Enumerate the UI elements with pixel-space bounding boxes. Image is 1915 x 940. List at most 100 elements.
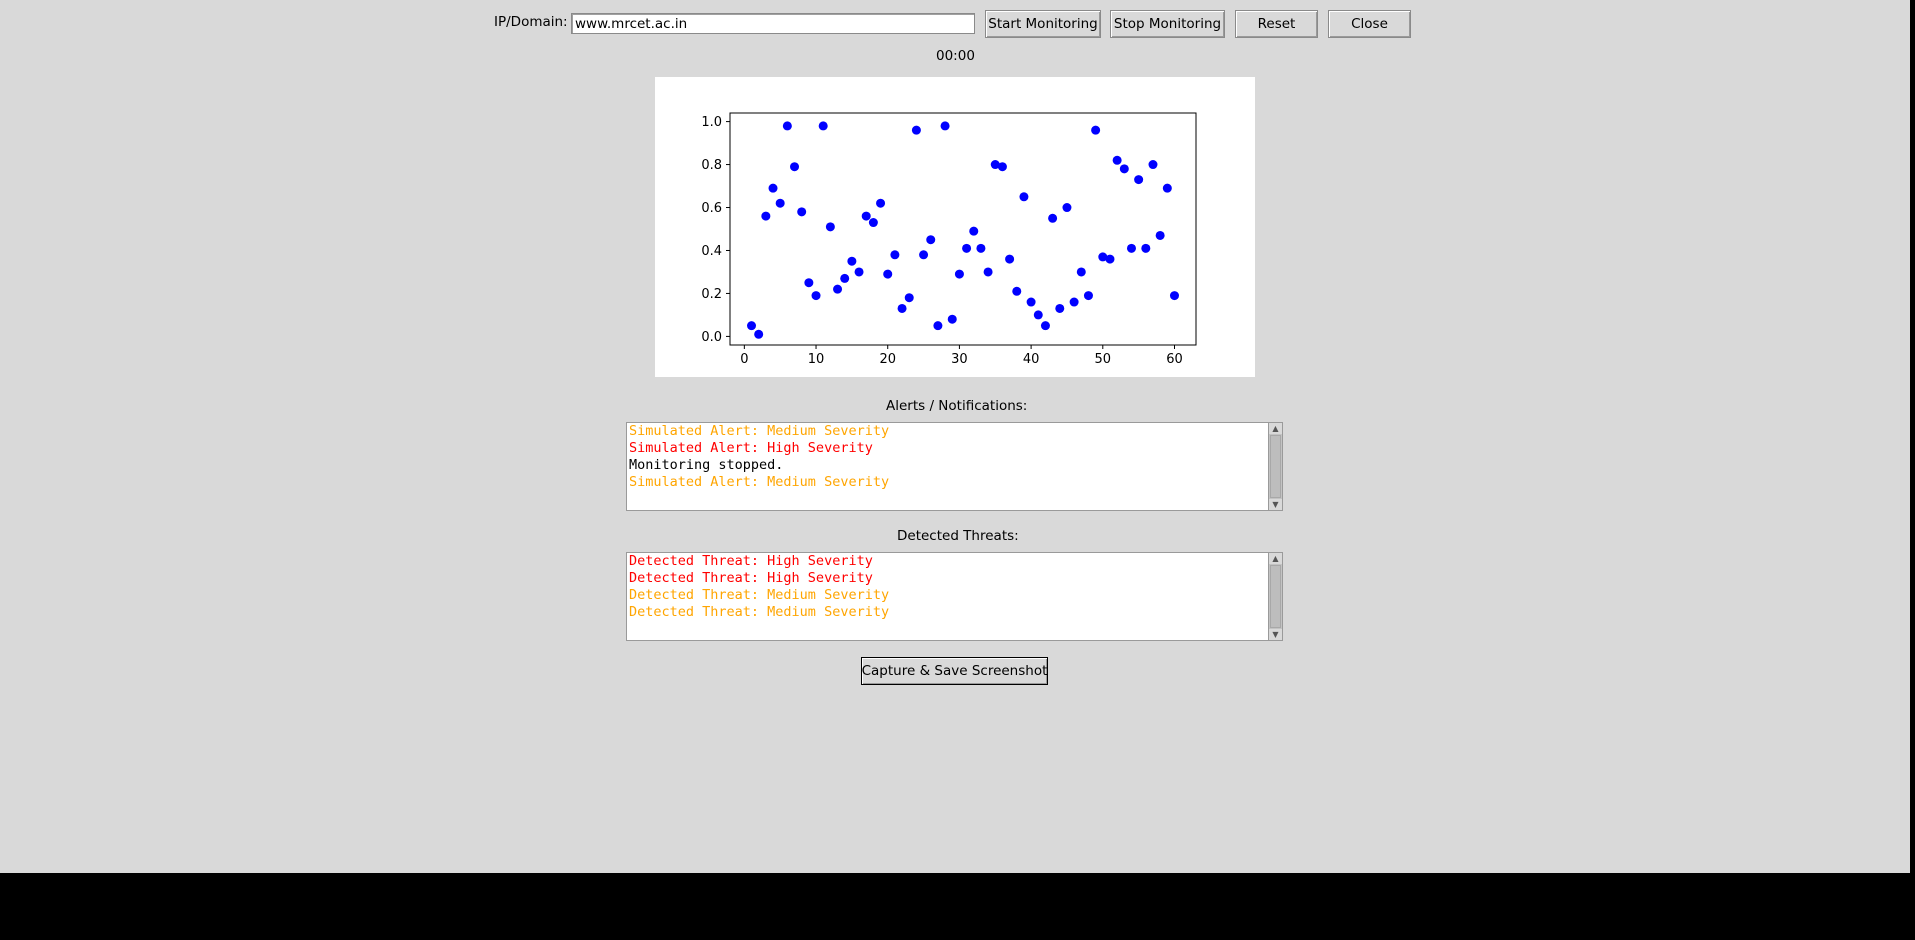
scatter-point bbox=[1155, 230, 1165, 240]
y-tick-label: 0.6 bbox=[701, 201, 722, 216]
scatter-point bbox=[1141, 243, 1151, 253]
log-line: Simulated Alert: High Severity bbox=[629, 440, 873, 456]
scatter-point bbox=[804, 278, 814, 288]
scatter-point bbox=[962, 243, 972, 253]
scatter-point bbox=[1026, 297, 1036, 307]
scatter-point bbox=[1048, 213, 1058, 223]
scatter-point bbox=[883, 269, 893, 279]
scatter-point bbox=[947, 314, 957, 324]
scatter-point bbox=[969, 226, 979, 236]
scatter-point bbox=[1169, 291, 1179, 301]
scatter-point bbox=[876, 198, 886, 208]
y-tick-label: 0.0 bbox=[701, 330, 722, 345]
scroll-up-arrow-icon[interactable]: ▲ bbox=[1269, 553, 1282, 564]
alerts-scrollbar[interactable]: ▲ ▼ bbox=[1268, 423, 1282, 510]
scatter-point bbox=[818, 121, 828, 131]
scatter-point bbox=[811, 291, 821, 301]
y-tick-label: 0.8 bbox=[701, 158, 722, 173]
log-line: Monitoring stopped. bbox=[629, 457, 784, 473]
scatter-points bbox=[747, 121, 1179, 339]
scatter-point bbox=[825, 222, 835, 232]
scatter-point bbox=[1055, 303, 1065, 313]
scatter-point bbox=[1076, 267, 1086, 277]
x-tick-label: 30 bbox=[951, 352, 968, 367]
scatter-point bbox=[1083, 291, 1093, 301]
scatter-point bbox=[1119, 164, 1129, 174]
threats-text: Detected Threat: High Severity Detected T… bbox=[629, 553, 1266, 621]
scatter-point bbox=[1040, 321, 1050, 331]
scatter-point bbox=[983, 267, 993, 277]
threats-scrollbar[interactable]: ▲ ▼ bbox=[1268, 553, 1282, 640]
log-line: Simulated Alert: Medium Severity bbox=[629, 474, 890, 490]
log-line: Detected Threat: High Severity bbox=[629, 570, 873, 586]
scatter-point bbox=[976, 243, 986, 253]
scatter-point bbox=[761, 211, 771, 221]
close-button[interactable]: Close bbox=[1328, 10, 1411, 38]
scatter-point bbox=[1148, 160, 1158, 170]
start-monitoring-button[interactable]: Start Monitoring bbox=[985, 10, 1101, 38]
y-tick-label: 0.4 bbox=[701, 244, 722, 259]
scatter-point bbox=[1105, 254, 1115, 264]
plot-frame bbox=[729, 112, 1197, 346]
scatter-point bbox=[990, 160, 1000, 170]
scroll-up-arrow-icon[interactable]: ▲ bbox=[1269, 423, 1282, 434]
scatter-point bbox=[768, 183, 778, 193]
x-axis: 0 10 20 30 40 50 60 bbox=[740, 345, 1183, 367]
scatter-point bbox=[926, 235, 936, 245]
scroll-down-arrow-icon[interactable]: ▼ bbox=[1269, 629, 1282, 640]
scatter-point bbox=[782, 121, 792, 131]
log-line: Detected Threat: Medium Severity bbox=[629, 604, 890, 620]
scatter-point bbox=[833, 284, 843, 294]
scatter-point bbox=[911, 125, 921, 135]
scatter-point bbox=[1134, 175, 1144, 185]
scatter-point bbox=[904, 293, 914, 303]
timer-display: 00:00 bbox=[936, 48, 975, 64]
scatter-point bbox=[919, 250, 929, 260]
capture-screenshot-button[interactable]: Capture & Save Screenshot bbox=[861, 657, 1048, 685]
ip-domain-label: IP/Domain: bbox=[494, 14, 568, 30]
scatter-point bbox=[1005, 254, 1015, 264]
log-line: Detected Threat: Medium Severity bbox=[629, 587, 890, 603]
scatter-point bbox=[997, 162, 1007, 172]
y-axis: 0.0 0.2 0.4 0.6 0.8 1.0 bbox=[701, 115, 730, 345]
scatter-point bbox=[854, 267, 864, 277]
x-tick-label: 40 bbox=[1023, 352, 1040, 367]
scatter-point bbox=[861, 211, 871, 221]
log-line: Detected Threat: High Severity bbox=[629, 553, 873, 569]
alerts-textbox[interactable]: Simulated Alert: Medium Severity Simulate… bbox=[626, 422, 1283, 511]
scatter-point bbox=[797, 207, 807, 217]
scatter-point bbox=[868, 218, 878, 228]
scroll-down-arrow-icon[interactable]: ▼ bbox=[1269, 499, 1282, 510]
stop-monitoring-button[interactable]: Stop Monitoring bbox=[1110, 10, 1225, 38]
y-tick-label: 0.2 bbox=[701, 287, 722, 302]
log-line: Simulated Alert: Medium Severity bbox=[629, 423, 890, 439]
scatter-point bbox=[933, 321, 943, 331]
scatter-point bbox=[1069, 297, 1079, 307]
scatter-point bbox=[1012, 286, 1022, 296]
x-tick-label: 60 bbox=[1166, 352, 1183, 367]
y-tick-label: 1.0 bbox=[701, 115, 722, 130]
threat-scatter-chart: 0 10 20 30 40 50 60 0.0 0.2 0.4 0.6 0.8 1.0 bbox=[655, 77, 1255, 377]
x-tick-label: 20 bbox=[879, 352, 896, 367]
scatter-point bbox=[775, 198, 785, 208]
scatter-point bbox=[747, 321, 757, 331]
scatter-point bbox=[1062, 203, 1072, 213]
scatter-point bbox=[840, 273, 850, 283]
threats-scroll-thumb[interactable] bbox=[1270, 565, 1281, 628]
scatter-point bbox=[954, 269, 964, 279]
x-tick-label: 10 bbox=[808, 352, 825, 367]
scatter-point bbox=[1126, 243, 1136, 253]
scatter-point bbox=[1091, 125, 1101, 135]
ip-domain-input[interactable] bbox=[571, 13, 975, 34]
threats-label: Detected Threats: bbox=[897, 528, 1019, 544]
scatter-point bbox=[1019, 192, 1029, 202]
alerts-text: Simulated Alert: Medium Severity Simulate… bbox=[629, 423, 1266, 491]
alerts-scroll-thumb[interactable] bbox=[1270, 435, 1281, 498]
scatter-point bbox=[790, 162, 800, 172]
threats-textbox[interactable]: Detected Threat: High Severity Detected T… bbox=[626, 552, 1283, 641]
app-window: IP/Domain: Start Monitoring Stop Monitor… bbox=[0, 0, 1910, 873]
reset-button[interactable]: Reset bbox=[1235, 10, 1318, 38]
scatter-point bbox=[897, 303, 907, 313]
scatter-point bbox=[1162, 183, 1172, 193]
scatter-point bbox=[1098, 252, 1108, 262]
